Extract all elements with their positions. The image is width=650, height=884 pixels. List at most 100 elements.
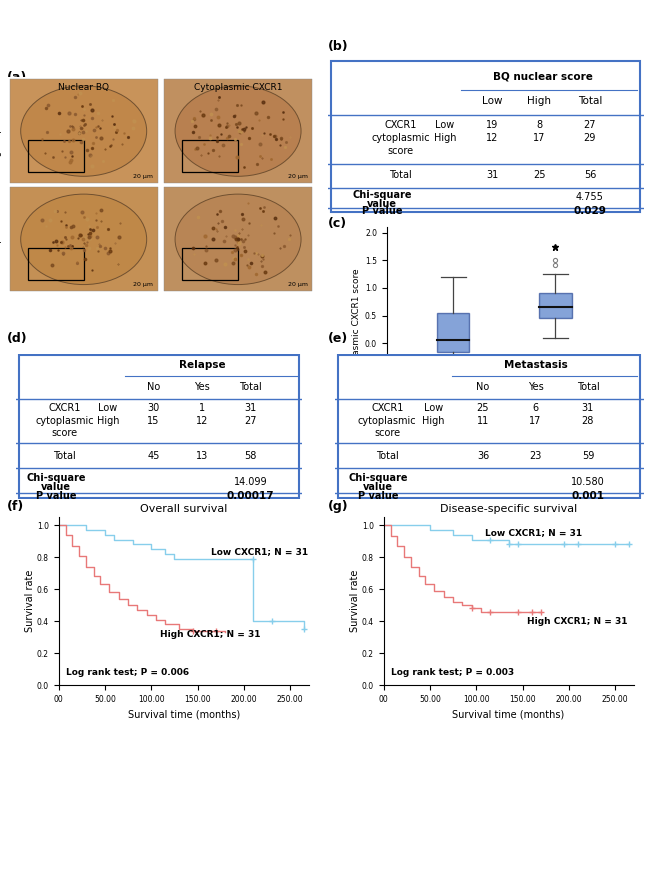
Text: 13: 13 (196, 451, 208, 461)
Text: 12: 12 (486, 133, 499, 143)
Text: Total: Total (578, 96, 602, 106)
Text: Log rank test; P = 0.003: Log rank test; P = 0.003 (391, 667, 514, 677)
Text: BQ nuclear score: BQ nuclear score (493, 72, 593, 81)
FancyBboxPatch shape (19, 355, 300, 498)
Bar (28, 140, 84, 172)
Text: 28: 28 (582, 416, 594, 426)
X-axis label: Survival time (months): Survival time (months) (127, 709, 240, 720)
Text: 45: 45 (148, 451, 160, 461)
Text: (e): (e) (328, 332, 348, 345)
Text: High: High (96, 416, 119, 426)
FancyBboxPatch shape (164, 79, 312, 183)
Text: 0.00017: 0.00017 (227, 492, 274, 501)
Text: cytoplasmic: cytoplasmic (36, 416, 94, 426)
Text: Total: Total (376, 451, 398, 461)
Text: Log rank test; P = 0.006: Log rank test; P = 0.006 (66, 667, 189, 677)
Text: Chi-square test: P=0.003: Chi-square test: P=0.003 (392, 414, 483, 420)
Text: Total: Total (239, 382, 262, 392)
Text: Low: Low (424, 403, 443, 414)
Text: 17: 17 (533, 133, 545, 143)
Text: score: score (387, 146, 414, 156)
Text: 56: 56 (584, 171, 596, 180)
Text: value: value (363, 482, 393, 492)
Text: No: No (476, 382, 489, 392)
Text: 27: 27 (244, 416, 257, 426)
Text: 31: 31 (244, 403, 257, 414)
Text: 20 μm: 20 μm (133, 173, 153, 179)
Text: score: score (374, 428, 400, 438)
Text: 20 μm: 20 μm (287, 173, 307, 179)
Text: 20 μm: 20 μm (287, 282, 307, 287)
Text: (g): (g) (328, 499, 349, 513)
Text: P value: P value (358, 492, 398, 501)
Text: 20 μm: 20 μm (133, 282, 153, 287)
Text: CXCR1: CXCR1 (385, 120, 417, 130)
Ellipse shape (175, 194, 301, 285)
Ellipse shape (21, 194, 147, 285)
Text: 15: 15 (148, 416, 160, 426)
FancyBboxPatch shape (332, 61, 640, 212)
Text: 31: 31 (582, 403, 594, 414)
Text: 0.029: 0.029 (573, 206, 606, 217)
Text: Mann-Whitney U test; P = 0.049: Mann-Whitney U test; P = 0.049 (392, 428, 508, 434)
Bar (183, 248, 238, 280)
Text: Chi-square: Chi-square (352, 190, 411, 201)
Text: Low: Low (436, 120, 454, 130)
Text: cytoplasmic: cytoplasmic (371, 133, 430, 143)
Text: 23: 23 (529, 451, 541, 461)
Text: 30: 30 (148, 403, 160, 414)
Text: (d): (d) (6, 332, 27, 345)
Text: (a): (a) (6, 71, 27, 84)
Ellipse shape (175, 86, 301, 176)
Text: 14.099: 14.099 (234, 477, 268, 487)
Text: cytoplasmic: cytoplasmic (358, 416, 417, 426)
Text: No: No (147, 382, 160, 392)
Text: 25: 25 (533, 171, 546, 180)
Text: 11: 11 (477, 416, 489, 426)
Text: Relapse: Relapse (179, 361, 226, 370)
Text: High CXCR1; N = 31: High CXCR1; N = 31 (527, 617, 628, 627)
Text: P value: P value (361, 206, 402, 217)
Text: 1: 1 (199, 403, 205, 414)
Text: High expression: High expression (0, 97, 2, 165)
Text: P value: P value (36, 492, 77, 501)
Text: 31: 31 (486, 171, 499, 180)
FancyBboxPatch shape (338, 355, 640, 498)
Text: 10.580: 10.580 (571, 477, 604, 487)
Text: CXCR1: CXCR1 (49, 403, 81, 414)
Text: Total: Total (53, 451, 76, 461)
Text: Cytoplasmic CXCR1: Cytoplasmic CXCR1 (194, 83, 282, 93)
Text: 25: 25 (476, 403, 489, 414)
Text: score: score (52, 428, 78, 438)
FancyBboxPatch shape (164, 187, 312, 292)
Bar (183, 140, 238, 172)
Ellipse shape (21, 86, 147, 176)
X-axis label: Survival time (months): Survival time (months) (452, 709, 565, 720)
Text: 58: 58 (244, 451, 257, 461)
Text: (f): (f) (6, 499, 24, 513)
Text: Yes: Yes (194, 382, 210, 392)
Text: Total: Total (577, 382, 599, 392)
Text: 8: 8 (536, 120, 543, 130)
Text: 4.755: 4.755 (576, 192, 604, 202)
Text: 19: 19 (486, 120, 499, 130)
Text: 27: 27 (584, 120, 596, 130)
Text: 29: 29 (584, 133, 596, 143)
Text: (c): (c) (328, 217, 347, 230)
Y-axis label: Survival rate: Survival rate (25, 570, 35, 632)
Bar (28, 248, 84, 280)
Y-axis label: Cytoplasmic CXCR1 score: Cytoplasmic CXCR1 score (352, 269, 361, 385)
Text: (b): (b) (328, 40, 349, 53)
Title: Overall survival: Overall survival (140, 504, 228, 514)
Text: Low CXCR1; N = 31: Low CXCR1; N = 31 (486, 528, 582, 537)
Bar (539, 293, 571, 318)
Text: Low: Low (482, 96, 502, 106)
Text: Low CXCR1; N = 31: Low CXCR1; N = 31 (211, 547, 309, 556)
Text: Metastasis: Metastasis (504, 361, 567, 370)
Text: High: High (422, 416, 445, 426)
Text: 6: 6 (532, 403, 538, 414)
FancyBboxPatch shape (10, 79, 158, 183)
Text: High: High (434, 133, 456, 143)
Text: High CXCR1; N = 31: High CXCR1; N = 31 (161, 630, 261, 639)
Text: Chi-square: Chi-square (348, 473, 408, 483)
